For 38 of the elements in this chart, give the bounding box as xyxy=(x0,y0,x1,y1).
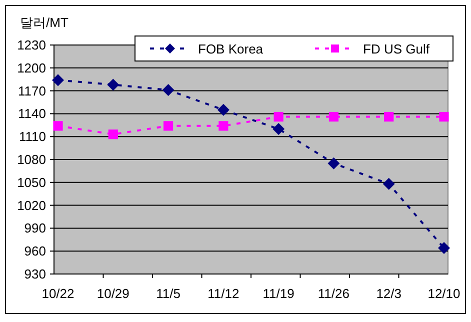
point xyxy=(382,178,395,190)
point xyxy=(439,112,449,122)
point xyxy=(384,112,394,122)
point xyxy=(52,74,64,86)
point xyxy=(272,122,285,135)
x-tick-label: 11/19 xyxy=(262,286,294,301)
y-tick-label: 1110 xyxy=(19,129,46,144)
point xyxy=(328,112,339,122)
y-tick-label: 990 xyxy=(24,220,46,236)
y-tick-label: 1080 xyxy=(17,152,46,167)
point xyxy=(274,112,284,122)
x-tick-label: 10/22 xyxy=(42,286,74,301)
y-tick-label: 1230 xyxy=(17,38,46,52)
y-tick-label: 1200 xyxy=(17,60,46,76)
point xyxy=(53,121,63,131)
point xyxy=(217,104,230,116)
x-tick-label: 12/10 xyxy=(428,286,460,301)
y-tick-label: 1050 xyxy=(17,174,46,190)
x-tick-label: 11/26 xyxy=(318,286,350,301)
x-tick-label: 12/3 xyxy=(376,286,402,301)
y-tick-label: 1170 xyxy=(18,83,46,98)
legend-label: FOB Korea xyxy=(198,42,264,56)
y-tick-label: 960 xyxy=(24,244,46,259)
y-axis-title: 달러/MT xyxy=(20,15,68,30)
y-tick-label: 930 xyxy=(24,266,46,282)
y-tick-label: 1140 xyxy=(18,106,46,122)
point xyxy=(438,242,450,254)
x-tick-label: 11/12 xyxy=(208,286,240,301)
point xyxy=(162,84,174,96)
point xyxy=(163,121,174,131)
point xyxy=(108,130,118,140)
legend-label: FD US Gulf xyxy=(363,42,430,56)
x-tick-label: 10/29 xyxy=(96,286,130,301)
point xyxy=(328,157,340,170)
x-tick-label: 11/5 xyxy=(156,286,180,301)
point xyxy=(218,121,228,131)
point xyxy=(107,78,120,91)
y-tick-label: 1020 xyxy=(17,198,46,213)
